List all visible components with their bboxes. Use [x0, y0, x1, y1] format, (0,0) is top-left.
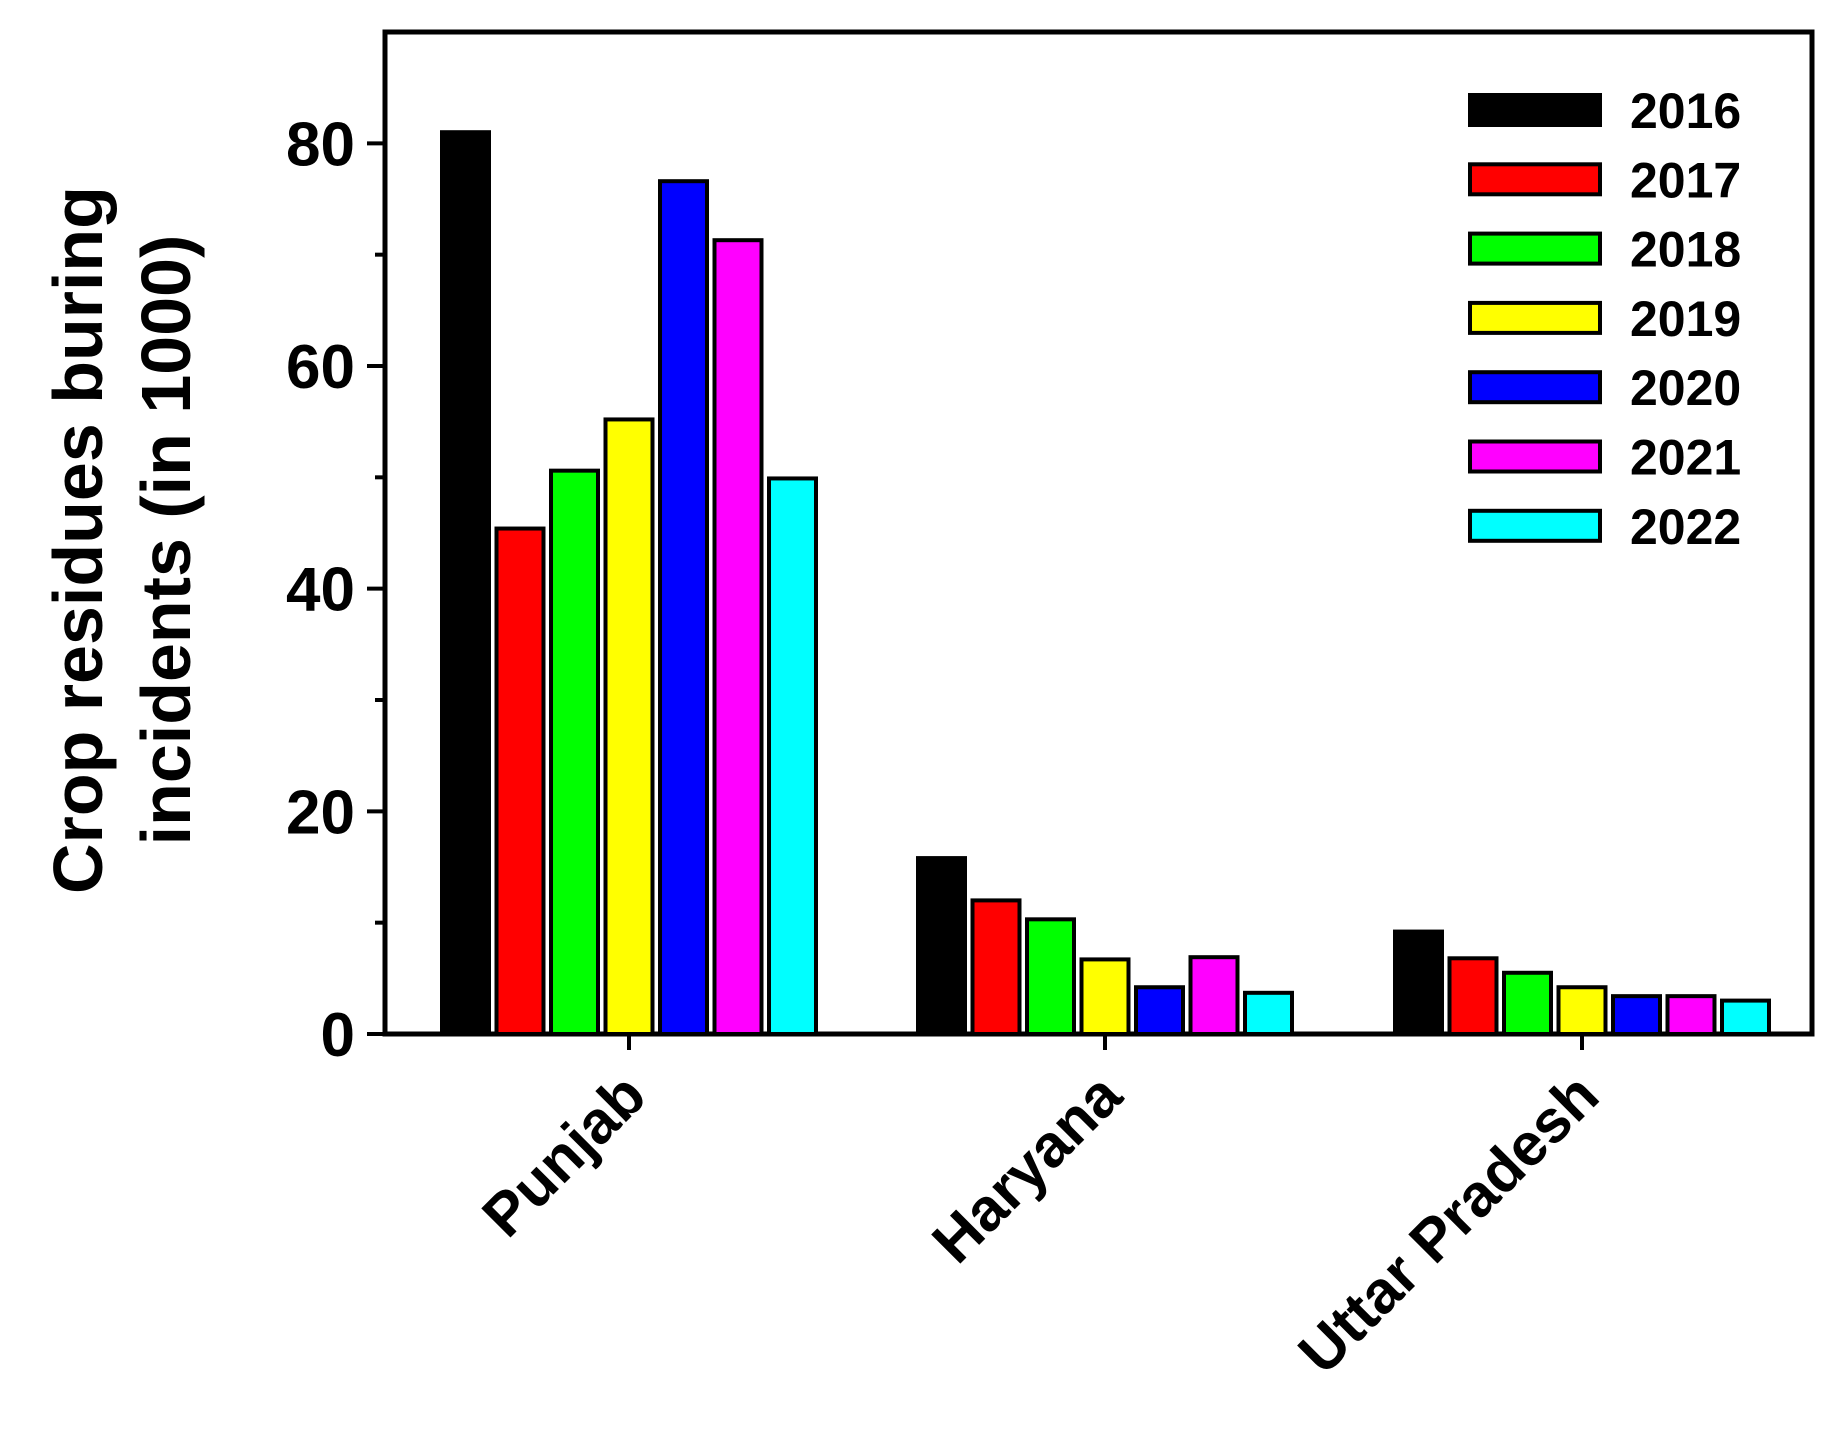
legend-swatch-2017 [1468, 162, 1602, 197]
legend-label-2020: 2020 [1630, 360, 1741, 416]
bar-haryana-2018 [1025, 917, 1076, 1036]
x-tick-label-haryana: Haryana [919, 1060, 1134, 1275]
y-tick-label-60: 60 [286, 333, 355, 402]
bar-haryana-2016 [916, 856, 967, 1036]
x-tick-label-punjab: Punjab [469, 1061, 658, 1250]
bar-punjab-2019 [603, 417, 655, 1036]
legend-label-2021: 2021 [1630, 430, 1741, 486]
bar-uttar-pradesh-2018 [1502, 970, 1553, 1036]
legend-label-2017: 2017 [1630, 152, 1741, 208]
bar-punjab-2022 [767, 476, 818, 1036]
bar-punjab-2017 [494, 526, 546, 1037]
bar-uttar-pradesh-2020 [1611, 994, 1662, 1036]
legend-label-2022: 2022 [1630, 499, 1741, 555]
y-axis-title-line-2: incidents (in 1000) [127, 235, 205, 846]
legend-swatch-2019 [1468, 300, 1602, 335]
legend-label-2019: 2019 [1630, 291, 1741, 347]
bar-uttar-pradesh-2017 [1447, 956, 1499, 1036]
bar-punjab-2016 [440, 130, 491, 1036]
legend: 2016 2017 2018 2019 2020 2021 2022 [1468, 83, 1741, 555]
bar-punjab-2018 [549, 468, 600, 1036]
bar-uttar-pradesh-2022 [1720, 998, 1771, 1036]
bars-group [440, 130, 1771, 1037]
legend-swatch-2022 [1468, 508, 1602, 543]
x-tick-label-uttar-pradesh: Uttar Pradesh [1286, 1061, 1612, 1387]
bar-haryana-2019 [1079, 957, 1131, 1037]
legend-swatch-2016 [1468, 93, 1602, 127]
legend-swatch-2020 [1468, 370, 1602, 405]
bar-punjab-2021 [712, 238, 764, 1036]
y-tick-label-0: 0 [321, 1001, 355, 1070]
bar-uttar-pradesh-2021 [1665, 994, 1717, 1036]
bar-uttar-pradesh-2019 [1556, 985, 1608, 1036]
y-axis-title: Crop residues buring incidents (in 1000) [39, 186, 205, 894]
bar-uttar-pradesh-2016 [1393, 929, 1444, 1036]
bar-haryana-2022 [1243, 990, 1294, 1036]
legend-label-2016: 2016 [1630, 83, 1741, 139]
bar-haryana-2017 [970, 898, 1022, 1037]
y-tick-label-40: 40 [286, 556, 355, 625]
y-axis-title-line-1: Crop residues buring [39, 186, 117, 894]
y-tick-label-20: 20 [286, 778, 355, 847]
legend-label-2018: 2018 [1630, 222, 1741, 278]
legend-swatch-2018 [1468, 231, 1602, 266]
bar-haryana-2021 [1188, 955, 1240, 1036]
bar-punjab-2020 [658, 179, 709, 1037]
bar-haryana-2020 [1134, 985, 1185, 1036]
y-tick-label-80: 80 [286, 110, 355, 179]
legend-swatch-2021 [1468, 439, 1602, 474]
